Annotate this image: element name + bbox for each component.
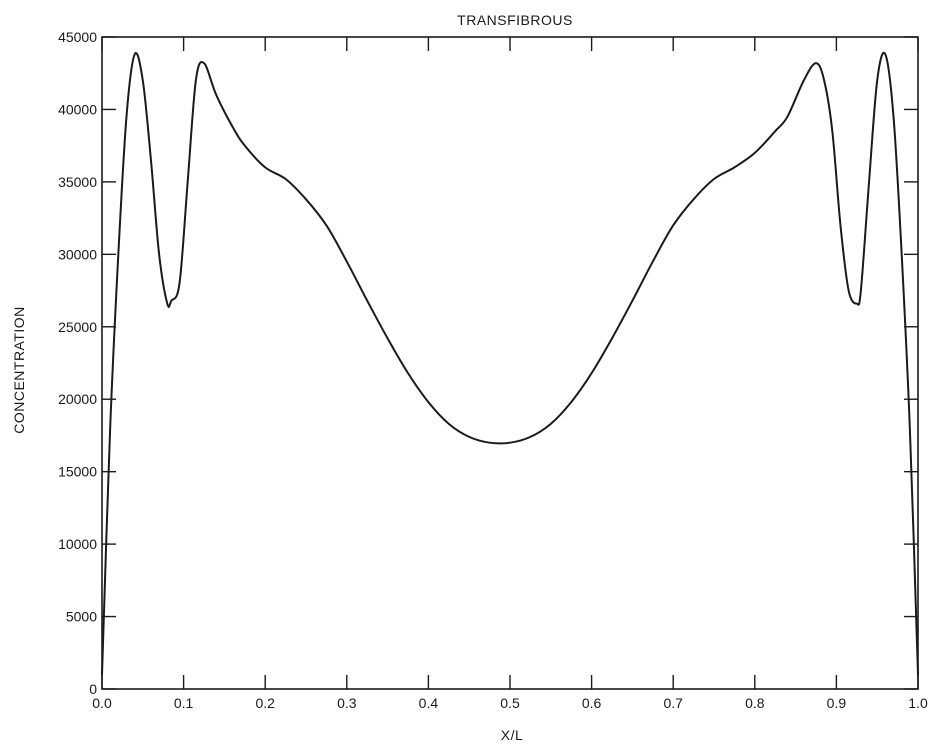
x-tick-label: 1.0 bbox=[908, 695, 928, 711]
y-tick-label: 5000 bbox=[66, 609, 97, 625]
x-tick-label: 0.5 bbox=[500, 695, 520, 711]
y-tick-label: 25000 bbox=[58, 319, 97, 335]
x-tick-label: 0.9 bbox=[827, 695, 847, 711]
x-tick-label: 0.6 bbox=[582, 695, 602, 711]
y-tick-label: 0 bbox=[89, 681, 97, 697]
y-axis-ticks: 0 5000 10000 15000 20000 25000 30000 35000 40000… bbox=[58, 29, 918, 697]
series-layer bbox=[101, 51, 919, 676]
x-tick-label: 0.3 bbox=[337, 695, 357, 711]
y-axis-label: CONCENTRATION bbox=[11, 306, 27, 434]
x-tick-label: 0.2 bbox=[255, 695, 275, 711]
y-tick-label: 40000 bbox=[58, 101, 97, 117]
y-axis-label-group: CONCENTRATION bbox=[11, 306, 27, 434]
y-tick-label: 10000 bbox=[58, 536, 97, 552]
x-tick-label: 0.0 bbox=[92, 695, 112, 711]
y-tick-label: 15000 bbox=[58, 464, 97, 480]
x-tick-label: 0.1 bbox=[174, 695, 194, 711]
x-axis-ticks: 0.0 0.1 0.2 0.3 0.4 0.5 0.6 0.7 0.8 0.9 1.0 bbox=[92, 37, 928, 711]
y-tick-label: 45000 bbox=[58, 29, 97, 45]
plot-frame bbox=[101, 36, 919, 690]
x-tick-label: 0.4 bbox=[419, 695, 439, 711]
y-tick-label: 20000 bbox=[58, 391, 97, 407]
x-tick-label: 0.7 bbox=[663, 695, 683, 711]
series-line-0 bbox=[101, 51, 919, 676]
chart-title: TRANSFIBROUS bbox=[457, 12, 573, 28]
y-tick-label: 35000 bbox=[58, 174, 97, 190]
x-axis-label: X/L bbox=[501, 727, 524, 743]
y-tick-label: 30000 bbox=[58, 246, 97, 262]
x-tick-label: 0.8 bbox=[745, 695, 765, 711]
